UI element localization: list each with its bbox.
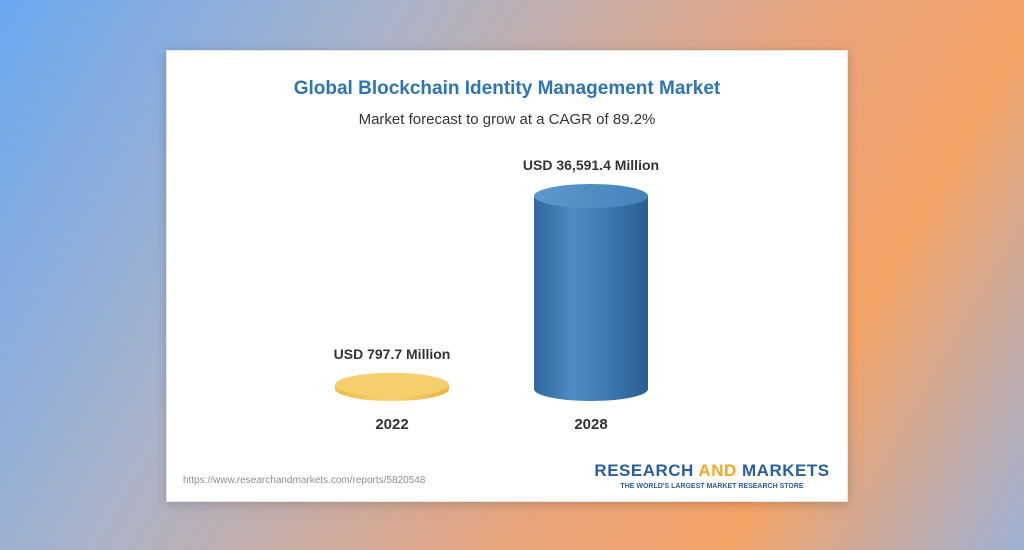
- chart-title: Global Blockchain Identity Management Ma…: [293, 78, 721, 99]
- bar-2028: USD 36,591.4 Million 2028: [523, 157, 659, 433]
- bar-top-2022: [335, 372, 449, 397]
- chart-canvas: USD 797.7 Million 2022 USD 36,591.4 Millio…: [334, 157, 659, 433]
- category-label-2028: 2028: [574, 416, 607, 433]
- category-label-2022: 2022: [375, 416, 408, 433]
- bar-top-2028: [534, 184, 648, 208]
- brand-tagline: THE WORLD'S LARGEST MARKET RESEARCH STOR…: [620, 483, 804, 490]
- brand-research: RESEARCH: [594, 461, 694, 480]
- bar-body-2028: [534, 196, 648, 389]
- source-url: https://www.researchandmarkets.com/repor…: [183, 475, 426, 486]
- value-label-2022: USD 797.7 Million: [334, 346, 451, 362]
- chart-card: USD 797.7 Million 2022 USD 36,591.4 Millio…: [166, 50, 848, 502]
- brand-wordmark: RESEARCH AND MARKETS: [587, 461, 837, 481]
- bar-2022: USD 797.7 Million 2022: [334, 346, 451, 433]
- chart-subtitle: Market forecast to grow at a CAGR of 89.…: [358, 111, 656, 128]
- brand-logo: RESEARCH AND MARKETS THE WORLD'S LARGEST…: [587, 461, 837, 490]
- brand-markets: MARKETS: [742, 461, 830, 480]
- value-label-2028: USD 36,591.4 Million: [523, 157, 659, 173]
- brand-and: AND: [698, 461, 737, 480]
